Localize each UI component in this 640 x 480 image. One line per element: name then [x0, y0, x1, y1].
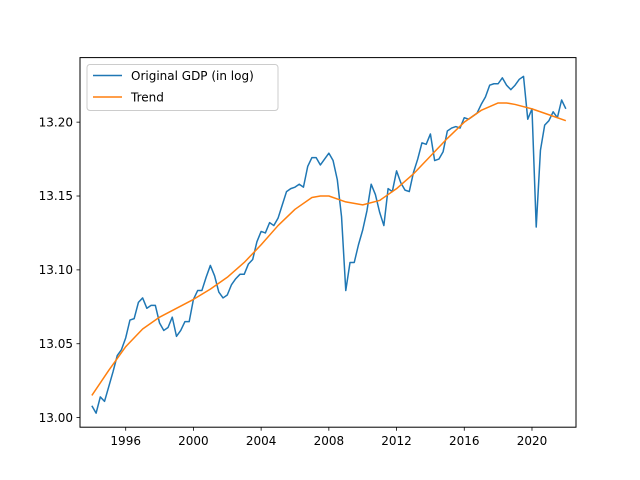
y-axis: 13.00 13.05 13.10 13.15 13.20: [39, 115, 80, 425]
x-tick-label: 2012: [381, 434, 412, 448]
series-layer: [91, 75, 567, 414]
x-tick-label: 2020: [517, 434, 548, 448]
x-tick-label: 2016: [449, 434, 480, 448]
series-line-0: [91, 75, 567, 414]
x-tick-label: 1996: [110, 434, 141, 448]
x-tick-label: 2008: [314, 434, 345, 448]
y-tick-label: 13.05: [39, 337, 73, 351]
y-tick-label: 13.00: [39, 411, 73, 425]
x-tick-label: 2000: [178, 434, 209, 448]
y-tick-label: 13.20: [39, 115, 73, 129]
series-line-1: [91, 102, 567, 396]
y-tick-label: 13.15: [39, 189, 73, 203]
legend-label-1: Trend: [130, 90, 164, 104]
legend-label-0: Original GDP (in log): [131, 69, 254, 83]
legend-box: [86, 64, 279, 111]
x-tick-label: 2004: [246, 434, 277, 448]
x-axis: 1996 2000 2004 2008 2012 2016 2020: [110, 427, 547, 448]
legend: Original GDP (in log) Trend: [86, 64, 279, 111]
y-tick-label: 13.10: [39, 263, 73, 277]
plot-frame: [79, 57, 577, 428]
